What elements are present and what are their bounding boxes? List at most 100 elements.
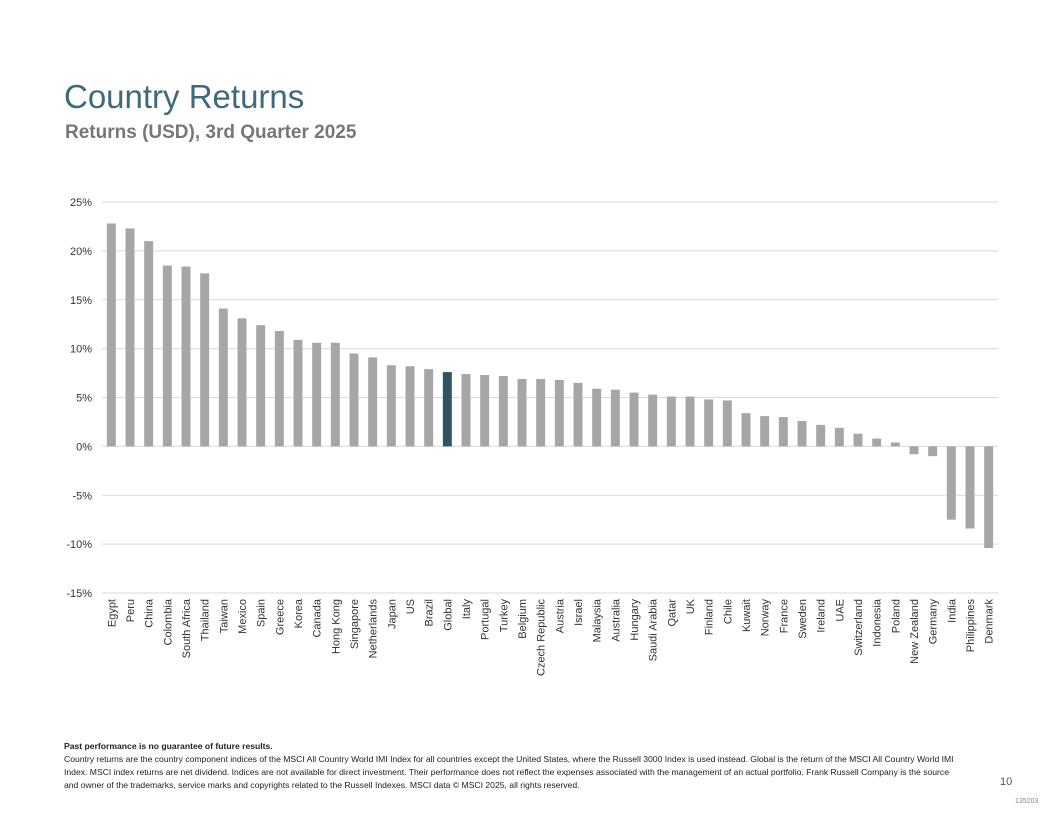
bar-germany bbox=[928, 446, 938, 457]
x-tick-label: Brazil bbox=[424, 599, 436, 627]
bar-finland bbox=[704, 399, 714, 447]
bar-kuwait bbox=[741, 413, 751, 447]
bar-global bbox=[442, 372, 452, 447]
bar-poland bbox=[890, 442, 900, 447]
bar-netherlands bbox=[368, 357, 378, 447]
bar-india bbox=[946, 446, 956, 520]
bar-spain bbox=[256, 325, 266, 447]
x-tick-label: Singapore bbox=[349, 599, 361, 649]
x-tick-label: Belgium bbox=[517, 599, 529, 639]
x-tick-label: Qatar bbox=[666, 599, 678, 627]
y-tick-label: 5% bbox=[76, 393, 92, 405]
x-tick-label: Saudi Arabia bbox=[648, 598, 660, 661]
bar-norway bbox=[760, 416, 770, 447]
x-tick-label: Japan bbox=[386, 599, 398, 629]
bar-italy bbox=[461, 374, 471, 447]
bar-hong-kong bbox=[330, 342, 340, 447]
x-tick-label: Austria bbox=[554, 598, 566, 633]
disclaimer-text: Country returns are the country componen… bbox=[64, 754, 954, 790]
bar-canada bbox=[312, 342, 322, 447]
x-tick-label: Indonesia bbox=[872, 598, 884, 647]
document-code: 135203 bbox=[1015, 798, 1039, 805]
bar-malaysia bbox=[592, 388, 602, 447]
x-tick-label: Denmark bbox=[984, 599, 996, 644]
x-tick-label: Taiwan bbox=[218, 599, 230, 633]
bar-japan bbox=[386, 365, 396, 447]
bar-belgium bbox=[517, 378, 527, 447]
x-tick-label: Czech Republic bbox=[536, 599, 548, 677]
bar-singapore bbox=[349, 353, 359, 447]
x-tick-label: Kuwait bbox=[741, 599, 753, 632]
x-tick-label: Portugal bbox=[480, 599, 492, 640]
bar-sweden bbox=[797, 420, 807, 447]
bars bbox=[106, 223, 994, 549]
x-tick-label: Mexico bbox=[237, 599, 249, 634]
x-tick-label: Hungary bbox=[629, 599, 641, 641]
y-tick-label: 10% bbox=[70, 344, 92, 356]
bar-thailand bbox=[200, 273, 210, 447]
x-tick-label: UAE bbox=[834, 599, 846, 622]
bar-new-zealand bbox=[909, 446, 919, 455]
x-tick-label: Philippines bbox=[965, 599, 977, 653]
bar-egypt bbox=[106, 223, 116, 447]
x-tick-label: Netherlands bbox=[368, 599, 380, 659]
bar-indonesia bbox=[872, 438, 882, 447]
bar-china bbox=[144, 241, 154, 447]
bar-hungary bbox=[629, 392, 639, 447]
x-tick-label: Colombia bbox=[162, 598, 174, 645]
bar-south-africa bbox=[181, 266, 191, 447]
disclaimer-heading: Past performance is no guarantee of futu… bbox=[64, 741, 273, 751]
bar-peru bbox=[125, 228, 135, 447]
bar-czech-republic bbox=[536, 378, 546, 447]
x-tick-label: Australia bbox=[610, 598, 622, 642]
x-tick-label: Poland bbox=[890, 599, 902, 633]
bar-greece bbox=[274, 331, 284, 447]
x-tick-label: Switzerland bbox=[853, 599, 865, 656]
bar-colombia bbox=[162, 265, 172, 447]
x-tick-label: Malaysia bbox=[592, 598, 604, 642]
bar-us bbox=[405, 366, 415, 447]
page-number: 10 bbox=[1000, 776, 1013, 788]
bar-austria bbox=[554, 379, 564, 447]
bar-france bbox=[778, 417, 788, 447]
bar-uae bbox=[834, 427, 844, 447]
page-subtitle: Returns (USD), 3rd Quarter 2025 bbox=[65, 122, 357, 143]
bar-saudi-arabia bbox=[648, 394, 658, 447]
x-tick-label: Spain bbox=[256, 599, 268, 627]
y-tick-label: 20% bbox=[70, 246, 92, 258]
gridlines bbox=[102, 201, 998, 594]
x-tick-label: Egypt bbox=[106, 599, 118, 627]
y-tick-label: -10% bbox=[66, 539, 92, 551]
x-tick-label: UK bbox=[685, 598, 697, 614]
x-tick-label: Canada bbox=[312, 598, 324, 637]
y-tick-label: -5% bbox=[72, 490, 92, 502]
x-tick-label: Hong Kong bbox=[330, 599, 342, 654]
x-tick-label: Italy bbox=[461, 599, 473, 620]
x-tick-label: India bbox=[946, 598, 958, 623]
x-tick-label: Germany bbox=[928, 599, 940, 645]
x-tick-label: France bbox=[778, 599, 790, 633]
y-tick-label: 0% bbox=[76, 441, 92, 453]
y-tick-label: -15% bbox=[66, 588, 92, 600]
bar-switzerland bbox=[853, 433, 863, 447]
bar-uk bbox=[685, 396, 695, 447]
x-tick-label: Greece bbox=[274, 599, 286, 635]
x-tick-label: Thailand bbox=[200, 599, 212, 641]
x-tick-label: Chile bbox=[722, 599, 734, 624]
x-tick-label: China bbox=[144, 598, 156, 628]
x-tick-label: Finland bbox=[704, 599, 716, 635]
bar-portugal bbox=[480, 375, 490, 447]
x-axis-labels: Egypt Peru China Colombia South Africa Thaila… bbox=[106, 598, 995, 676]
x-tick-label: Norway bbox=[760, 599, 772, 637]
x-tick-label: Turkey bbox=[498, 599, 510, 633]
bar-denmark bbox=[984, 446, 994, 549]
bar-turkey bbox=[498, 375, 508, 447]
x-tick-label: Ireland bbox=[816, 599, 828, 633]
y-axis-ticks: 25% 20% 15% 10% 5% 0% -5% -10% -15% bbox=[66, 197, 92, 600]
bar-mexico bbox=[237, 318, 247, 447]
page-title: Country Returns bbox=[64, 78, 305, 115]
y-tick-label: 15% bbox=[70, 295, 92, 307]
x-tick-label: Global bbox=[442, 599, 454, 631]
x-tick-label: South Africa bbox=[181, 598, 193, 658]
